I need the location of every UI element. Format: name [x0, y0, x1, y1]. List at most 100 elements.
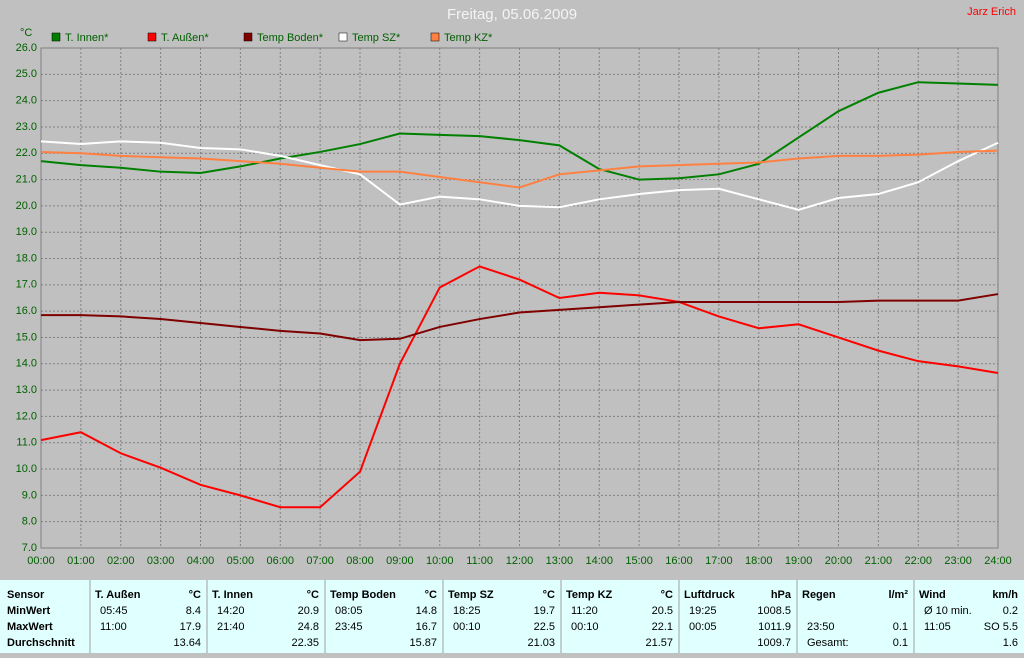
x-tick-label: 19:00 — [785, 555, 813, 567]
cell-label: 21:40 — [217, 621, 245, 633]
cell-value: 24.8 — [298, 621, 319, 633]
column-unit: °C — [425, 589, 437, 601]
cell-label: 05:45 — [100, 605, 128, 617]
cell-label: 00:05 — [689, 621, 717, 633]
cell-label: 00:10 — [571, 621, 599, 633]
legend-label: T. Innen* — [65, 32, 109, 44]
series-line — [40, 140, 999, 211]
legend-swatch — [338, 32, 348, 42]
y-tick-label: 18.0 — [16, 252, 37, 264]
cell-value: 0.1 — [893, 637, 908, 649]
x-tick-label: 14:00 — [585, 555, 613, 567]
y-tick-label: 16.0 — [16, 305, 37, 317]
cell-value: 19.7 — [534, 605, 555, 617]
cell-value: 21.03 — [527, 637, 555, 649]
cell-label: 23:45 — [335, 621, 363, 633]
legend-swatch — [243, 32, 253, 42]
cell-value: 1008.5 — [757, 605, 791, 617]
cell-value: 22.5 — [534, 621, 555, 633]
row-label: Durchschnitt — [7, 637, 75, 649]
y-tick-label: 22.0 — [16, 147, 37, 159]
y-tick-label: 26.0 — [16, 42, 37, 54]
legend-label: T. Außen* — [161, 32, 209, 44]
cell-value: 0.1 — [893, 621, 908, 633]
y-tick-label: 13.0 — [16, 384, 37, 396]
y-tick-label: 15.0 — [16, 331, 37, 343]
column-header: T. Innen — [212, 589, 253, 601]
cell-label: 11:00 — [100, 621, 127, 633]
cell-label: 00:10 — [453, 621, 481, 633]
cell-value: 17.9 — [180, 621, 201, 633]
column-unit: °C — [661, 589, 673, 601]
y-tick-label: 19.0 — [16, 226, 37, 238]
table-header: Sensor — [7, 589, 45, 601]
cell-label: Ø 10 min. — [924, 605, 972, 617]
cell-value: 14.8 — [416, 605, 437, 617]
legend-swatch — [147, 32, 157, 42]
chart-title: Freitag, 05.06.2009 — [447, 6, 577, 23]
cell-value: 8.4 — [186, 605, 201, 617]
x-tick-label: 01:00 — [67, 555, 95, 567]
column-header: Regen — [802, 589, 836, 601]
y-tick-label: 8.0 — [22, 516, 37, 528]
x-tick-label: 11:00 — [466, 555, 493, 567]
series-line — [40, 265, 999, 509]
legend-label: Temp Boden* — [257, 32, 324, 44]
y-tick-label: 14.0 — [16, 358, 37, 370]
y-tick-label: 10.0 — [16, 463, 37, 475]
column-header: Wind — [919, 589, 946, 601]
y-tick-label: 9.0 — [22, 489, 37, 501]
table-background — [0, 580, 1024, 653]
y-axis-label: °C — [20, 27, 32, 39]
y-tick-label: 7.0 — [22, 542, 37, 554]
cell-value: 22.1 — [652, 621, 673, 633]
cell-label: Gesamt: — [807, 637, 849, 649]
x-tick-label: 16:00 — [665, 555, 693, 567]
x-tick-label: 02:00 — [107, 555, 135, 567]
y-tick-label: 11.0 — [16, 437, 37, 449]
column-header: Luftdruck — [684, 589, 736, 601]
cell-value: 16.7 — [416, 621, 437, 633]
row-label: MinWert — [7, 605, 51, 617]
cell-label: 19:25 — [689, 605, 717, 617]
y-tick-label: 23.0 — [16, 121, 37, 133]
cell-label: 18:25 — [453, 605, 481, 617]
cell-label: 08:05 — [335, 605, 363, 617]
x-tick-label: 20:00 — [825, 555, 853, 567]
x-tick-label: 05:00 — [227, 555, 255, 567]
y-tick-label: 21.0 — [16, 173, 37, 185]
cell-value: 20.9 — [298, 605, 319, 617]
x-tick-label: 03:00 — [147, 555, 175, 567]
cell-value: 1.6 — [1003, 637, 1018, 649]
x-tick-label: 07:00 — [306, 555, 334, 567]
column-header: Temp SZ — [448, 589, 494, 601]
column-header: Temp Boden — [330, 589, 396, 601]
legend-swatch — [430, 32, 440, 42]
cell-label: 14:20 — [217, 605, 245, 617]
x-tick-label: 23:00 — [944, 555, 972, 567]
x-tick-label: 17:00 — [705, 555, 733, 567]
cell-label: 11:05 — [924, 621, 951, 633]
x-tick-label: 13:00 — [546, 555, 574, 567]
x-tick-label: 18:00 — [745, 555, 773, 567]
x-tick-label: 15:00 — [625, 555, 653, 567]
legend-swatch — [51, 32, 61, 42]
cell-value: 0.2 — [1003, 605, 1018, 617]
column-unit: °C — [189, 589, 201, 601]
series-line — [40, 81, 999, 181]
x-tick-label: 21:00 — [865, 555, 893, 567]
y-tick-label: 12.0 — [16, 410, 37, 422]
cell-value: 20.5 — [652, 605, 673, 617]
column-unit: l/m² — [888, 589, 908, 601]
legend-label: Temp SZ* — [352, 32, 401, 44]
legend-label: Temp KZ* — [444, 32, 493, 44]
x-tick-label: 08:00 — [346, 555, 374, 567]
x-tick-label: 04:00 — [187, 555, 215, 567]
column-header: T. Außen — [95, 589, 141, 601]
x-tick-label: 00:00 — [27, 555, 55, 567]
column-unit: hPa — [771, 589, 792, 601]
y-tick-label: 17.0 — [16, 279, 37, 291]
cell-value: 21.57 — [645, 637, 673, 649]
y-tick-label: 20.0 — [16, 200, 37, 212]
